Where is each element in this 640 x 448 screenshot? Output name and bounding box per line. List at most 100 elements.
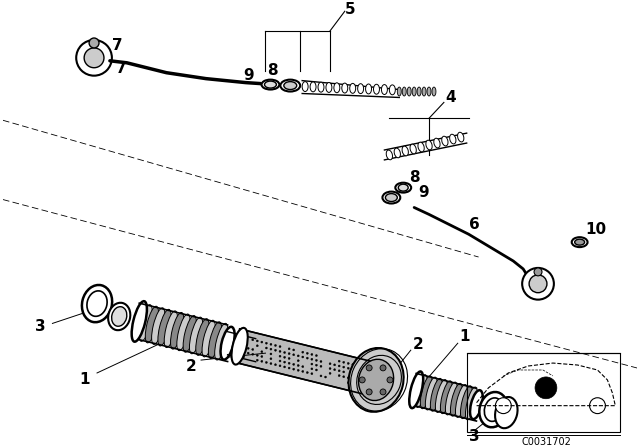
Circle shape bbox=[266, 352, 268, 354]
Circle shape bbox=[343, 371, 345, 373]
Circle shape bbox=[380, 365, 386, 371]
Circle shape bbox=[270, 343, 272, 345]
Circle shape bbox=[366, 389, 372, 395]
Circle shape bbox=[320, 370, 322, 372]
Ellipse shape bbox=[407, 87, 411, 96]
Circle shape bbox=[311, 353, 313, 355]
Circle shape bbox=[366, 365, 372, 371]
Ellipse shape bbox=[342, 83, 348, 93]
Ellipse shape bbox=[383, 192, 400, 203]
Ellipse shape bbox=[451, 383, 462, 416]
Ellipse shape bbox=[158, 310, 171, 346]
Circle shape bbox=[302, 366, 304, 368]
Ellipse shape bbox=[397, 87, 401, 96]
Circle shape bbox=[297, 365, 300, 366]
Text: 3: 3 bbox=[35, 319, 46, 334]
Text: 3: 3 bbox=[469, 429, 480, 444]
Circle shape bbox=[333, 378, 335, 380]
Circle shape bbox=[311, 368, 313, 370]
Ellipse shape bbox=[189, 317, 203, 354]
Circle shape bbox=[252, 353, 253, 355]
Ellipse shape bbox=[427, 87, 431, 96]
Ellipse shape bbox=[460, 386, 472, 418]
Circle shape bbox=[316, 359, 317, 362]
Ellipse shape bbox=[209, 322, 221, 358]
Circle shape bbox=[529, 275, 547, 293]
Ellipse shape bbox=[302, 82, 308, 91]
Circle shape bbox=[356, 384, 358, 386]
Text: 7: 7 bbox=[116, 61, 127, 76]
Ellipse shape bbox=[381, 85, 387, 95]
Circle shape bbox=[589, 398, 605, 414]
Circle shape bbox=[352, 373, 354, 375]
Ellipse shape bbox=[422, 87, 426, 96]
Circle shape bbox=[288, 353, 290, 355]
Ellipse shape bbox=[420, 376, 432, 409]
Circle shape bbox=[316, 369, 317, 371]
Circle shape bbox=[261, 341, 263, 343]
Ellipse shape bbox=[108, 303, 131, 330]
Circle shape bbox=[266, 362, 268, 363]
Circle shape bbox=[270, 362, 272, 365]
Ellipse shape bbox=[415, 375, 427, 407]
Circle shape bbox=[252, 344, 253, 345]
Circle shape bbox=[292, 368, 294, 370]
Ellipse shape bbox=[426, 377, 437, 410]
Ellipse shape bbox=[164, 311, 177, 348]
Circle shape bbox=[284, 352, 285, 353]
Circle shape bbox=[307, 352, 308, 354]
Ellipse shape bbox=[435, 379, 447, 413]
Circle shape bbox=[343, 380, 345, 383]
Ellipse shape bbox=[221, 327, 235, 360]
Circle shape bbox=[535, 377, 557, 399]
Ellipse shape bbox=[87, 291, 107, 316]
Circle shape bbox=[338, 375, 340, 377]
Circle shape bbox=[307, 362, 308, 364]
Circle shape bbox=[343, 361, 345, 363]
Circle shape bbox=[297, 350, 300, 352]
Text: 4: 4 bbox=[445, 90, 456, 105]
Circle shape bbox=[256, 340, 259, 342]
Ellipse shape bbox=[572, 237, 588, 247]
Circle shape bbox=[288, 358, 290, 359]
Ellipse shape bbox=[334, 83, 340, 93]
Ellipse shape bbox=[442, 136, 448, 146]
Circle shape bbox=[333, 374, 335, 375]
Ellipse shape bbox=[386, 150, 392, 160]
Circle shape bbox=[284, 347, 285, 349]
Circle shape bbox=[302, 356, 304, 358]
Ellipse shape bbox=[264, 81, 276, 88]
Circle shape bbox=[333, 359, 335, 361]
Circle shape bbox=[365, 386, 367, 388]
Circle shape bbox=[302, 370, 304, 372]
Circle shape bbox=[307, 367, 308, 369]
Circle shape bbox=[356, 379, 358, 381]
Ellipse shape bbox=[412, 87, 416, 96]
Ellipse shape bbox=[132, 301, 147, 342]
Circle shape bbox=[247, 352, 249, 354]
Ellipse shape bbox=[402, 146, 408, 156]
Ellipse shape bbox=[394, 148, 401, 158]
Circle shape bbox=[370, 368, 372, 370]
Ellipse shape bbox=[403, 87, 406, 96]
Ellipse shape bbox=[465, 387, 477, 420]
Ellipse shape bbox=[495, 397, 518, 428]
Ellipse shape bbox=[479, 392, 508, 427]
Circle shape bbox=[338, 360, 340, 362]
Ellipse shape bbox=[365, 84, 372, 94]
Ellipse shape bbox=[409, 371, 423, 408]
Circle shape bbox=[84, 48, 104, 68]
Text: 9: 9 bbox=[243, 68, 254, 83]
Ellipse shape bbox=[170, 312, 184, 349]
Text: 2: 2 bbox=[412, 337, 423, 352]
Circle shape bbox=[279, 350, 281, 353]
Ellipse shape bbox=[470, 390, 483, 419]
Circle shape bbox=[320, 361, 322, 362]
Circle shape bbox=[365, 381, 367, 383]
Ellipse shape bbox=[183, 315, 196, 352]
Ellipse shape bbox=[432, 87, 436, 96]
Circle shape bbox=[352, 383, 354, 385]
Ellipse shape bbox=[145, 306, 159, 343]
Ellipse shape bbox=[82, 285, 112, 322]
Text: 6: 6 bbox=[469, 217, 480, 232]
